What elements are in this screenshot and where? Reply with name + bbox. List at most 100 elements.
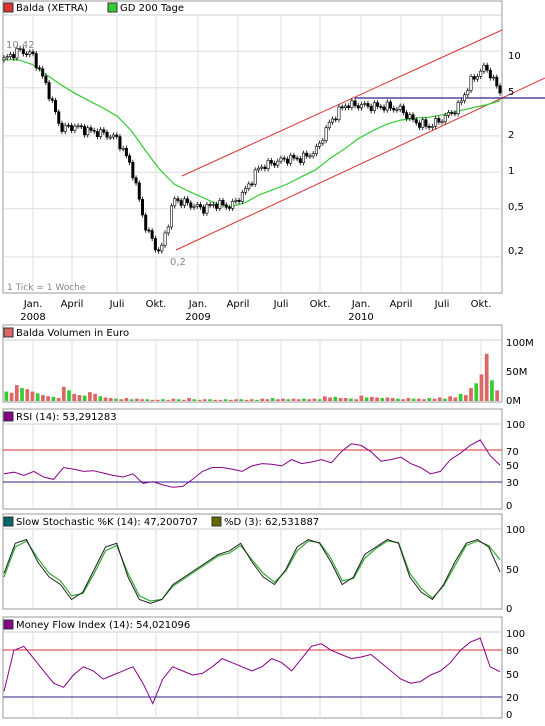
candle-body [140, 199, 144, 216]
candle-body [224, 204, 228, 208]
volume-bar [369, 396, 374, 401]
candle-body [202, 206, 206, 214]
candle-body [392, 107, 396, 111]
candle-body [44, 75, 48, 83]
volume-bar [401, 399, 406, 401]
candle-body [144, 214, 148, 231]
volume-bar [35, 393, 40, 401]
candle-body [369, 105, 373, 111]
mfi-legend-label: Money Flow Index (14): 54,021096 [16, 620, 190, 631]
candle-body [260, 166, 264, 169]
x-year-0: 2008 [20, 312, 45, 323]
candle-body [5, 56, 9, 59]
candle-body [269, 160, 273, 164]
volume-bar [495, 390, 499, 401]
candle-body [298, 158, 302, 164]
candle-body [463, 94, 467, 102]
candle-body [279, 157, 283, 162]
candle-body [211, 204, 215, 206]
volume-bar [234, 399, 238, 401]
volume-bar [208, 399, 212, 401]
candle-body [57, 111, 61, 124]
volume-bar [56, 398, 61, 401]
mfi-line [3, 637, 501, 705]
mfi-tick-50: 50 [506, 670, 519, 681]
volume-bar [322, 396, 327, 401]
volume-bar [244, 399, 249, 401]
candle-body [166, 226, 170, 234]
volume-bar [124, 398, 129, 401]
candle-body [321, 140, 325, 144]
volume-bar [275, 399, 280, 401]
x-label-4: Jan. [188, 299, 208, 310]
volume-bar [108, 398, 113, 401]
y-tick-0-2: 0,2 [508, 246, 524, 257]
volume-bar [61, 386, 66, 401]
volume-bar [114, 398, 118, 401]
volume-bar [46, 396, 50, 401]
candle-body [256, 167, 260, 171]
candle-body [385, 101, 389, 111]
mfi-panel: Money Flow Index (14): 54,021096 100 80 … [2, 616, 525, 721]
x-label-3: Okt. [146, 299, 167, 310]
candle-body [363, 103, 367, 105]
candle-body [2, 57, 6, 61]
candle-body [360, 104, 364, 109]
candle-body [498, 85, 502, 94]
volume-bar [213, 399, 218, 401]
candle-body [234, 200, 238, 202]
candle-body [169, 205, 173, 228]
volume-bar [312, 398, 317, 401]
candle-body [472, 76, 476, 80]
volume-bar [155, 399, 160, 401]
volume-bar [25, 389, 30, 401]
candle-body [182, 198, 186, 206]
x-label-5: April [227, 299, 250, 310]
candle-body [92, 129, 96, 132]
volume-bar [411, 398, 416, 401]
x-year-4: 2009 [185, 312, 210, 323]
candle-body [379, 106, 383, 108]
volume-bar [77, 395, 82, 401]
candle-body [408, 114, 412, 119]
volume-bar [458, 393, 463, 401]
candle-body [108, 136, 112, 139]
candle-body [12, 54, 16, 59]
candle-body [118, 136, 122, 150]
rsi-tick-100: 100 [506, 420, 525, 431]
candle-body [347, 105, 351, 108]
candle-body [388, 101, 392, 109]
rsi-tick-30: 30 [506, 478, 519, 489]
candle-body [147, 229, 151, 232]
volume-bar [182, 399, 186, 401]
volume-bar [416, 398, 421, 401]
stoch-d-legend-swatch [211, 516, 222, 527]
volume-bar [338, 398, 343, 401]
volume-bar [98, 396, 103, 401]
volume-bar [359, 395, 364, 401]
volume-bar [380, 398, 385, 401]
stoch-k-legend-swatch [3, 516, 14, 527]
volume-bar [484, 353, 489, 401]
volume-bar [479, 374, 484, 401]
stoch-k-line [3, 538, 501, 604]
volume-bar [260, 398, 265, 401]
stoch-tick-0: 0 [506, 604, 512, 615]
candle-body [276, 160, 280, 166]
volume-bar [197, 399, 202, 401]
volume-bar [422, 399, 426, 401]
candle-body [482, 64, 486, 72]
candle-body [488, 69, 492, 79]
candle-body [459, 100, 463, 103]
volume-bar [270, 398, 275, 401]
ma-legend-swatch [107, 2, 118, 13]
candle-body [70, 125, 74, 131]
rsi-line [3, 439, 501, 488]
candle-body [89, 127, 93, 131]
mfi-legend-swatch [3, 619, 14, 630]
candle-body [446, 112, 450, 116]
candle-body [121, 147, 125, 150]
low-annotation: 0,2 [170, 257, 186, 268]
candle-body [263, 166, 267, 170]
x-label-10: Juli [434, 299, 450, 310]
